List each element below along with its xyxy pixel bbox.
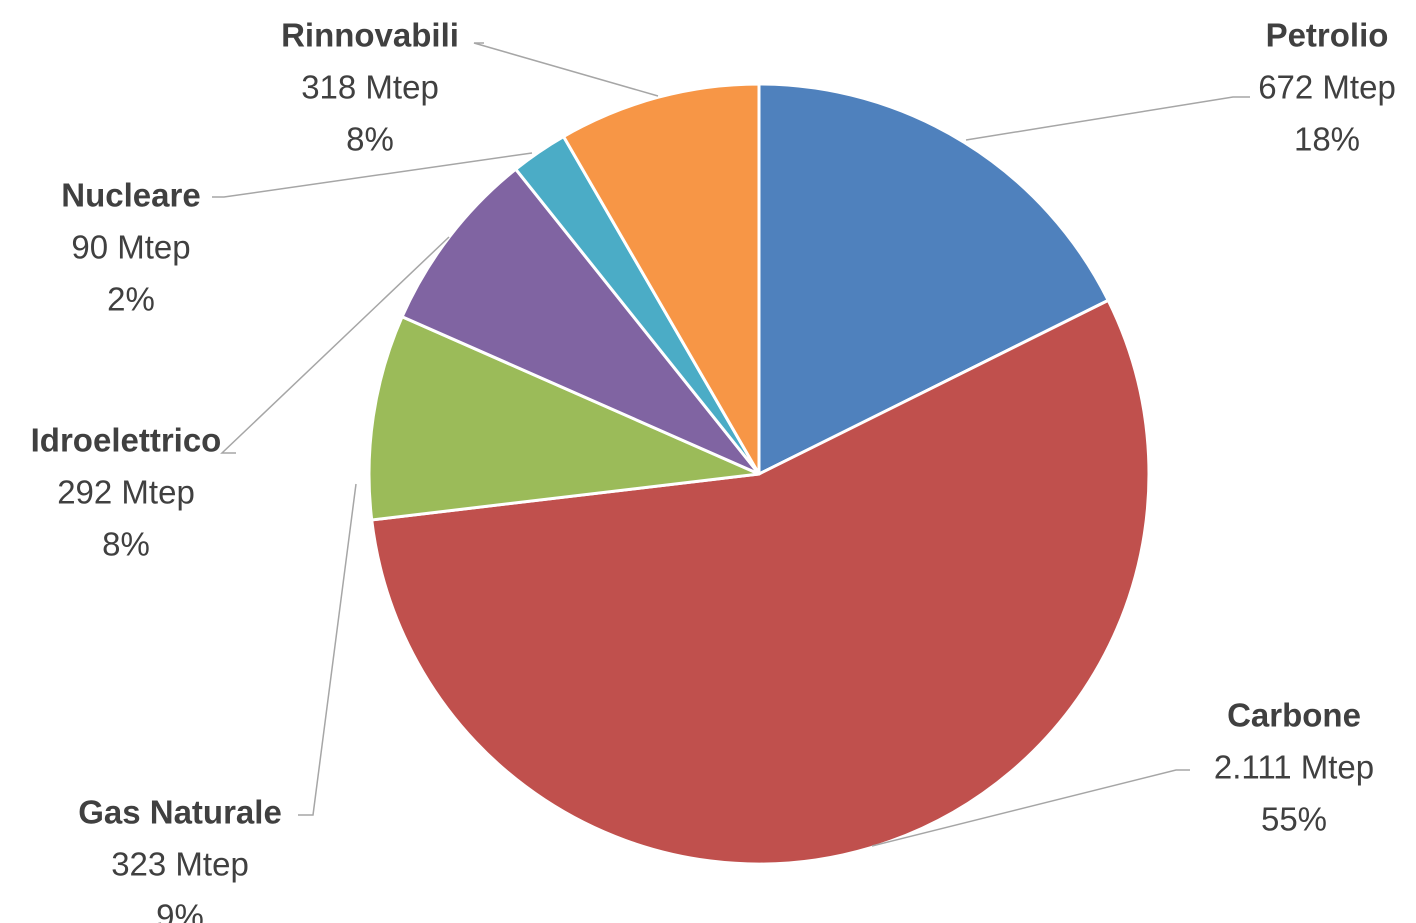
label-value-gas-naturale: 323 Mtep xyxy=(111,846,249,883)
label-value-idroelettrico: 292 Mtep xyxy=(57,474,195,511)
label-name-carbone: Carbone xyxy=(1227,697,1361,734)
label-value-rinnovabili: 318 Mtep xyxy=(301,69,439,106)
label-value-carbone: 2.111 Mtep xyxy=(1214,749,1374,786)
label-name-nucleare: Nucleare xyxy=(61,177,200,214)
label-percent-gas-naturale: 9% xyxy=(156,898,204,923)
data-labels: Petrolio 672 Mtep 18% Carbone 2.111 Mtep 55% G… xyxy=(31,17,1396,923)
leader-lines xyxy=(212,42,1250,847)
label-value-nucleare: 90 Mtep xyxy=(71,229,190,266)
pie-slice-carbone xyxy=(370,298,1151,866)
label-name-gas-naturale: Gas Naturale xyxy=(78,794,282,831)
label-percent-carbone: 55% xyxy=(1261,801,1327,838)
label-percent-nucleare: 2% xyxy=(107,281,155,318)
label-name-rinnovabili: Rinnovabili xyxy=(281,17,459,54)
label-name-petrolio: Petrolio xyxy=(1266,17,1389,54)
leader-line-gas-naturale xyxy=(298,483,357,816)
leader-line-petrolio xyxy=(965,96,1250,141)
leader-line-carbone xyxy=(871,769,1190,847)
label-percent-idroelettrico: 8% xyxy=(102,526,150,563)
leader-line-nucleare xyxy=(212,152,533,198)
pie-slice-gas-naturale xyxy=(367,315,761,522)
pie-slices xyxy=(367,82,1151,866)
label-name-idroelettrico: Idroelettrico xyxy=(31,422,222,459)
label-percent-petrolio: 18% xyxy=(1294,121,1360,158)
label-percent-rinnovabili: 8% xyxy=(346,121,394,158)
leader-line-idroelettrico xyxy=(220,236,450,454)
label-value-petrolio: 672 Mtep xyxy=(1258,69,1396,106)
pie-slice-petrolio xyxy=(757,82,1110,476)
pie-slice-rinnovabili xyxy=(562,82,761,476)
pie-slice-idroelettrico xyxy=(400,167,761,476)
leader-line-rinnovabili xyxy=(473,42,659,97)
